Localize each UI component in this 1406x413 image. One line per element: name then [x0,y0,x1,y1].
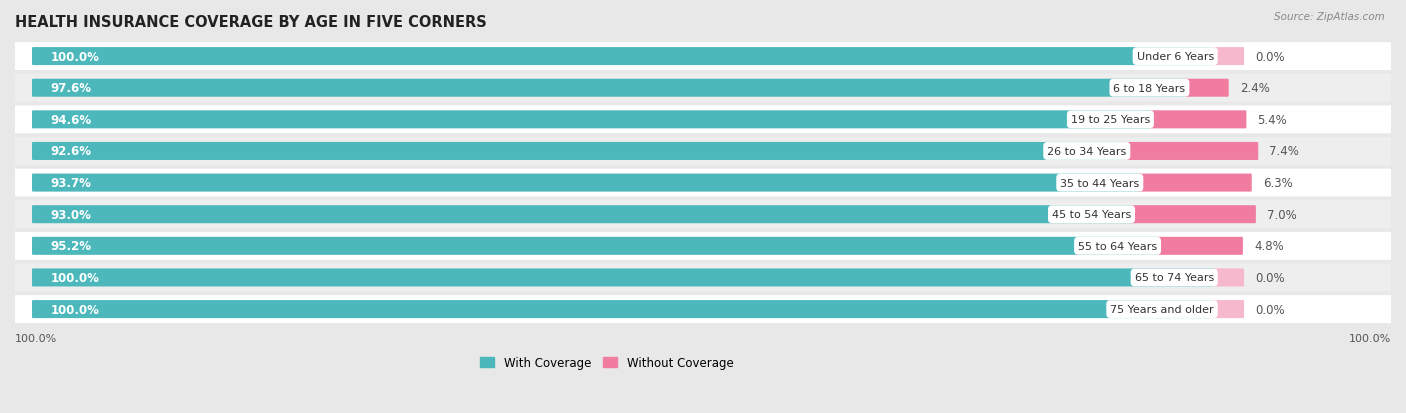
Text: 100.0%: 100.0% [15,333,58,343]
Text: HEALTH INSURANCE COVERAGE BY AGE IN FIVE CORNERS: HEALTH INSURANCE COVERAGE BY AGE IN FIVE… [15,15,486,30]
Text: 55 to 64 Years: 55 to 64 Years [1078,241,1157,251]
Text: 100.0%: 100.0% [51,271,100,284]
FancyBboxPatch shape [32,111,1150,129]
FancyBboxPatch shape [1213,300,1244,318]
FancyBboxPatch shape [1156,237,1243,255]
Text: 26 to 34 Years: 26 to 34 Years [1047,147,1126,157]
FancyBboxPatch shape [1213,269,1244,287]
FancyBboxPatch shape [14,106,1392,134]
Text: 6.3%: 6.3% [1263,177,1292,190]
Text: 0.0%: 0.0% [1256,303,1285,316]
Text: 45 to 54 Years: 45 to 54 Years [1052,210,1132,220]
Text: Source: ZipAtlas.com: Source: ZipAtlas.com [1274,12,1385,22]
Text: 7.0%: 7.0% [1267,208,1296,221]
FancyBboxPatch shape [32,206,1132,224]
FancyBboxPatch shape [1213,48,1244,66]
FancyBboxPatch shape [14,295,1392,323]
Text: 65 to 74 Years: 65 to 74 Years [1135,273,1213,283]
FancyBboxPatch shape [14,75,1392,102]
Text: 100.0%: 100.0% [51,303,100,316]
FancyBboxPatch shape [14,201,1392,228]
Text: 93.7%: 93.7% [51,177,91,190]
Text: 19 to 25 Years: 19 to 25 Years [1071,115,1150,125]
Text: 95.2%: 95.2% [51,240,91,253]
Text: 5.4%: 5.4% [1257,114,1288,126]
Text: 94.6%: 94.6% [51,114,91,126]
FancyBboxPatch shape [32,174,1140,192]
FancyBboxPatch shape [32,237,1159,255]
Text: 0.0%: 0.0% [1256,271,1285,284]
FancyBboxPatch shape [32,80,1187,97]
FancyBboxPatch shape [14,169,1392,197]
FancyBboxPatch shape [14,138,1392,166]
FancyBboxPatch shape [14,43,1392,71]
Text: 100.0%: 100.0% [1348,333,1391,343]
Legend: With Coverage, Without Coverage: With Coverage, Without Coverage [479,356,734,369]
Text: 35 to 44 Years: 35 to 44 Years [1060,178,1139,188]
FancyBboxPatch shape [32,300,1215,318]
FancyBboxPatch shape [14,264,1392,292]
Text: 2.4%: 2.4% [1240,82,1270,95]
FancyBboxPatch shape [1185,80,1229,97]
Text: 75 Years and older: 75 Years and older [1111,304,1213,314]
FancyBboxPatch shape [1139,174,1251,192]
FancyBboxPatch shape [32,48,1215,66]
Text: 7.4%: 7.4% [1270,145,1299,158]
FancyBboxPatch shape [14,233,1392,260]
FancyBboxPatch shape [32,142,1128,161]
Text: 92.6%: 92.6% [51,145,91,158]
Text: 6 to 18 Years: 6 to 18 Years [1114,83,1185,93]
Text: Under 6 Years: Under 6 Years [1136,52,1213,62]
FancyBboxPatch shape [32,269,1215,287]
Text: 4.8%: 4.8% [1254,240,1284,253]
Text: 100.0%: 100.0% [51,50,100,64]
Text: 93.0%: 93.0% [51,208,91,221]
FancyBboxPatch shape [1149,111,1247,129]
Text: 0.0%: 0.0% [1256,50,1285,64]
FancyBboxPatch shape [1130,206,1256,224]
FancyBboxPatch shape [1126,142,1258,161]
Text: 97.6%: 97.6% [51,82,91,95]
